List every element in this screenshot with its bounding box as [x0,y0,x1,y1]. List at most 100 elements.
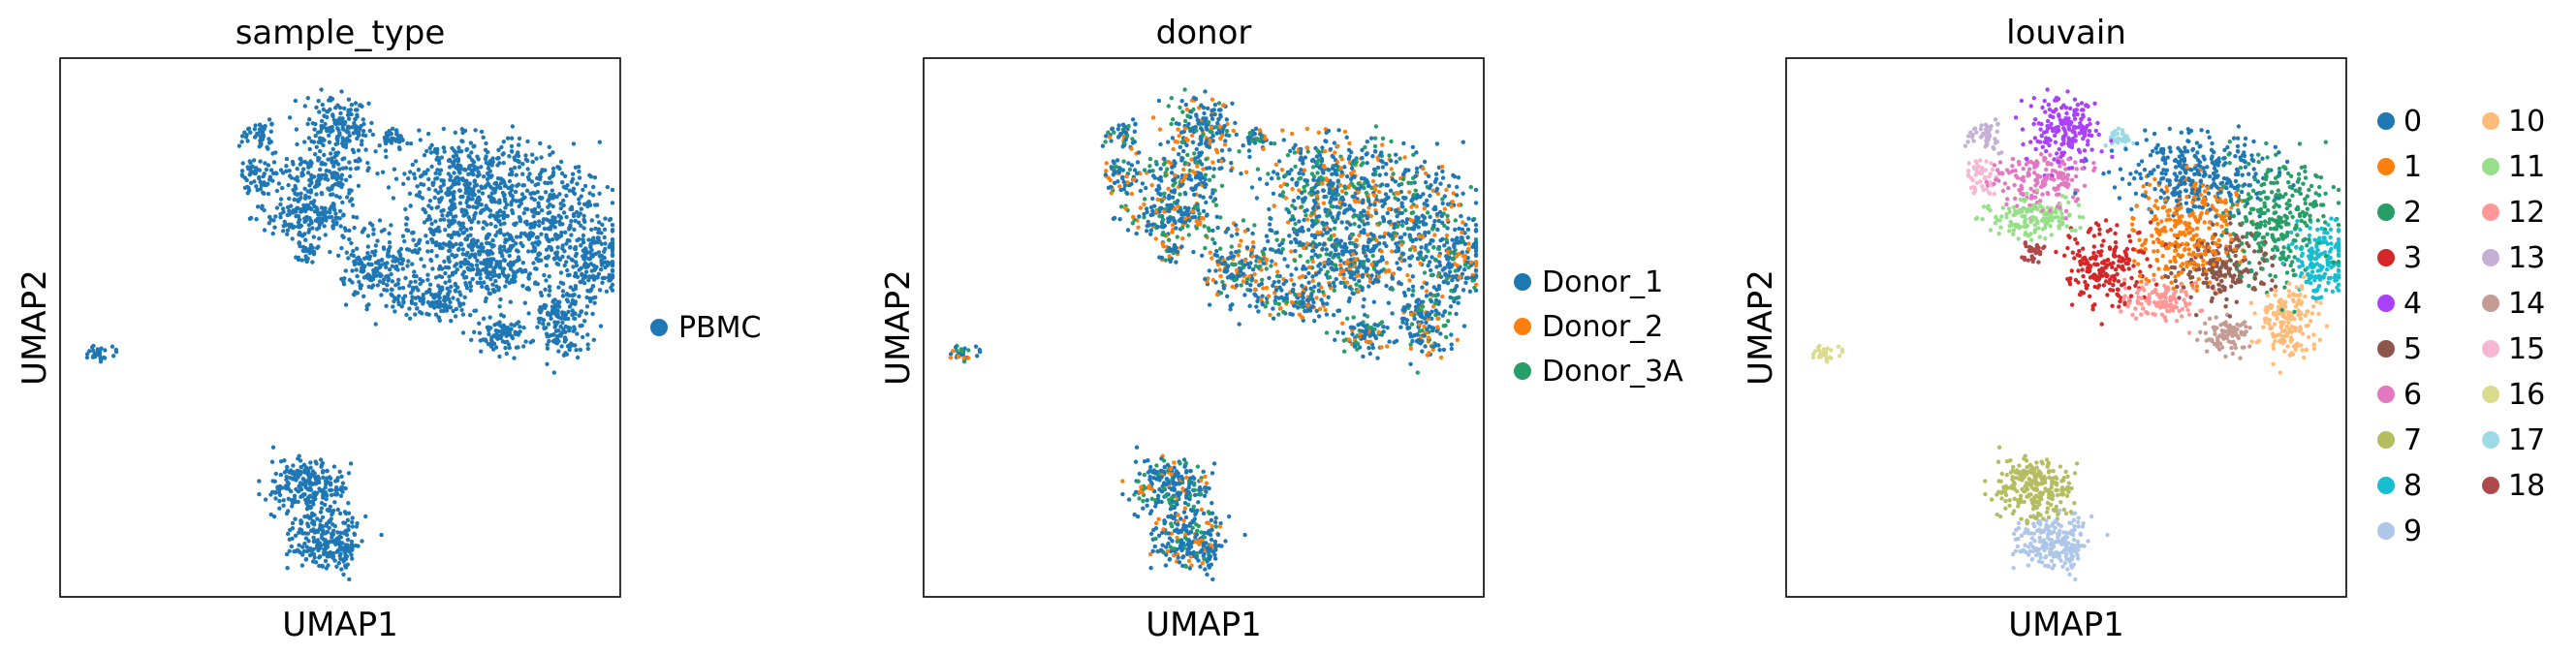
scatter-point [1174,121,1179,126]
scatter-point [424,311,429,317]
scatter-point [585,332,590,337]
scatter-point [345,528,351,533]
scatter-point [324,496,329,502]
scatter-point [556,213,561,218]
scatter-point [349,240,354,246]
scatter-point [340,481,346,485]
scatter-point [319,190,324,196]
scatter-point [1184,107,1190,112]
scatter-point [1199,103,1204,108]
scatter-point [499,144,504,150]
scatter-point [333,150,338,156]
scatter-point [1214,131,1219,136]
scatter-point [566,309,571,314]
scatter-point [549,247,554,253]
scatter-point [392,298,396,304]
scatter-point [1438,274,1444,279]
scatter-point [508,193,514,198]
scatter-point [1410,274,1416,279]
scatter-point [500,268,505,273]
scatter-point [383,148,389,153]
scatter-point [316,178,321,184]
scatter-point [329,151,333,156]
scatter-point [330,146,335,152]
scatter-point [1370,172,1376,177]
scatter-point [1219,183,1225,188]
scatter-point [293,183,298,189]
scatter-point [98,356,103,360]
scatter-point [1213,524,1219,529]
scatter-point [545,342,550,347]
scatter-point [1276,159,1282,164]
scatter-point [347,277,353,283]
scatter-point [1317,306,1323,312]
scatter-point [1412,247,1418,253]
scatter-point [521,183,526,188]
scatter-point [603,241,608,246]
scatter-point [278,472,283,478]
scatter-point [485,171,490,176]
scatter-point [310,121,315,126]
scatter-point [572,227,577,233]
scatter-point [468,233,473,237]
scatter-point [303,248,308,254]
scatter-point [579,279,583,285]
scatter-point [1394,152,1398,157]
scatter-point [536,242,541,247]
scatter-point [264,167,269,172]
scatter-point [312,522,317,527]
scatter-point [548,152,552,157]
scatter-point [391,254,395,259]
scatter-point [551,256,557,261]
scatter-point [276,181,282,186]
scatter-point [384,131,389,136]
scatter-point [1223,539,1228,544]
scatter-point [315,538,321,543]
scatter-point [582,319,587,324]
scatter-point [438,245,443,251]
scatter-point [1403,220,1409,226]
scatter-point [532,191,537,196]
scatter-point [536,203,541,209]
scatter-point [453,314,458,319]
scatter-point [433,312,439,317]
scatter-point [1264,257,1269,262]
scatter-point [501,161,506,166]
scatter-point [595,235,600,240]
scatter-point [525,158,530,164]
scatter-point [312,481,318,486]
scatter-point [1145,498,1149,503]
scatter-point [454,153,459,158]
scatter-point [510,335,516,341]
scatter-point [1428,193,1432,199]
scatter-point [534,210,539,216]
scatter-point [270,445,276,450]
scatter-point [340,157,345,162]
scatter-point [1235,232,1240,236]
scatter-point [363,147,368,152]
scatter-point [1193,512,1198,517]
scatter-point [363,514,368,519]
scatter-point [1290,176,1295,182]
scatter-point [447,296,452,302]
scatter-point [1237,243,1242,248]
scatter-point [494,331,499,337]
scatter-point [513,274,518,279]
scatter-point [447,289,453,294]
scatter-point [550,203,555,209]
scatter-point [461,269,467,274]
legend: PBMC [650,311,762,345]
scatter-point [555,312,560,317]
scatter-point [91,348,96,354]
scatter-point [268,129,273,134]
scatter-point [345,537,351,543]
scatter-point [449,233,455,238]
scatter-point [1147,474,1152,480]
scatter-point [277,506,282,511]
scatter-point [451,193,456,199]
scatter-point [243,135,249,140]
scatter-point [1103,140,1108,144]
scatter-point [281,229,286,234]
scatter-point [1289,277,1294,282]
scatter-point [1231,128,1237,134]
